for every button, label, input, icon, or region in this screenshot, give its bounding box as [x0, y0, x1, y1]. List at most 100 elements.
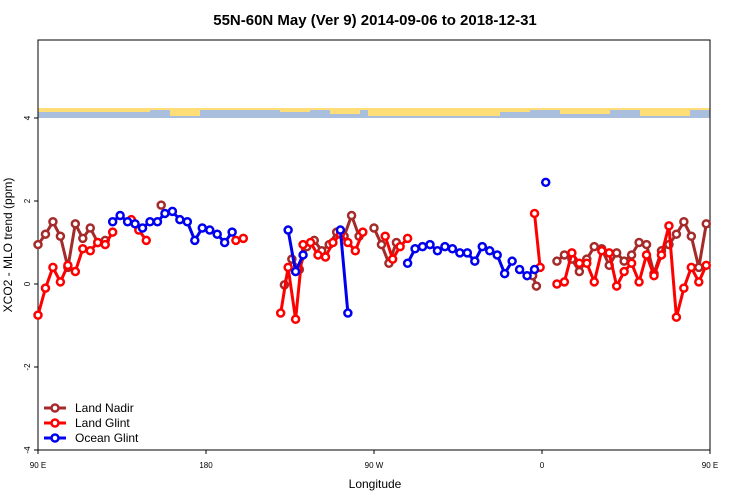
data-point [85, 223, 96, 233]
data-point [358, 227, 368, 237]
plot-frame [37, 39, 711, 451]
data-point [290, 266, 301, 277]
data-point [596, 246, 607, 256]
data-point [641, 239, 652, 250]
data-point [552, 279, 562, 289]
data-point [48, 217, 58, 227]
data-point [626, 258, 637, 268]
data-point [40, 229, 51, 239]
map-land [368, 108, 500, 116]
legend-marker [50, 418, 60, 428]
data-point [626, 250, 637, 260]
data-point [55, 277, 66, 287]
data-point [619, 256, 629, 266]
data-point [55, 231, 66, 242]
data-point [470, 256, 480, 266]
y-tick-label: -2 [23, 363, 32, 371]
series-line [36, 218, 106, 268]
data-point [432, 246, 443, 256]
x-tick-label: 180 [199, 461, 213, 470]
data-point [477, 241, 488, 252]
data-point [219, 237, 230, 248]
data-point [380, 231, 390, 242]
data-point [701, 219, 712, 229]
data-point [402, 258, 413, 268]
data-point [701, 260, 712, 271]
y-tick-label: -4 [23, 446, 32, 454]
series-ocean-glint [107, 177, 551, 318]
data-point [100, 239, 110, 250]
data-point [567, 248, 577, 258]
data-point [417, 241, 428, 252]
data-point [574, 266, 585, 277]
data-point [529, 264, 540, 275]
data-point [619, 266, 629, 277]
data-point [376, 239, 387, 250]
data-point [227, 227, 237, 237]
data-point [611, 248, 622, 258]
data-point [167, 206, 178, 217]
data-point [492, 250, 502, 260]
legend-label: Ocean Glint [75, 431, 139, 445]
data-point [440, 241, 450, 252]
data-point [679, 217, 689, 227]
data-point [175, 214, 185, 225]
data-point [305, 237, 316, 248]
data-point [679, 283, 689, 293]
data-point [649, 270, 659, 281]
data-point [507, 256, 517, 266]
data-point [611, 281, 622, 291]
chart-title: 55N-60N May (Ver 9) 2014-09-06 to 2018-1… [213, 12, 537, 29]
data-point [425, 239, 435, 250]
data-point [313, 250, 323, 260]
data-point [204, 225, 215, 235]
legend-marker [50, 433, 60, 443]
x-tick-label: 0 [540, 461, 545, 470]
map-land [38, 108, 710, 110]
data-point [529, 208, 540, 219]
data-point [694, 277, 704, 287]
data-point [387, 254, 398, 264]
data-point [455, 248, 465, 258]
y-tick-label: 0 [23, 281, 32, 286]
data-point [656, 250, 667, 260]
series-line [372, 227, 398, 268]
data-point [531, 281, 542, 291]
x-axis-ticks: 90 E 180 90 W 0 90 E [30, 450, 718, 470]
data-point [540, 177, 551, 188]
data-point [369, 223, 379, 233]
data-point [634, 237, 644, 248]
data-point [328, 237, 338, 248]
series-group [33, 177, 712, 325]
data-point [499, 268, 510, 279]
data-point [78, 233, 88, 244]
data-point [350, 246, 361, 256]
series-land-nadir [33, 200, 712, 291]
data-point [33, 310, 43, 320]
data-point [156, 200, 166, 210]
data-point [182, 217, 193, 227]
data-point [462, 248, 473, 258]
data-point [559, 250, 570, 260]
data-point [671, 229, 682, 239]
data-point [641, 250, 652, 260]
series-line [383, 235, 409, 263]
data-point [671, 312, 682, 322]
map-land [330, 108, 360, 114]
data-point [346, 210, 357, 221]
y-tick-label: 4 [23, 115, 32, 120]
map-land [560, 108, 610, 114]
data-point [574, 258, 585, 268]
x-axis-label: Longitude [349, 477, 402, 491]
data-point [145, 217, 155, 227]
data-point [290, 314, 301, 325]
x-tick-label: 90 E [702, 461, 718, 470]
data-point [283, 262, 293, 273]
data-point [343, 237, 353, 248]
series-line [533, 213, 542, 268]
legend-label: Land Glint [75, 416, 130, 430]
world-map-strip [38, 108, 710, 118]
data-point [283, 225, 293, 235]
